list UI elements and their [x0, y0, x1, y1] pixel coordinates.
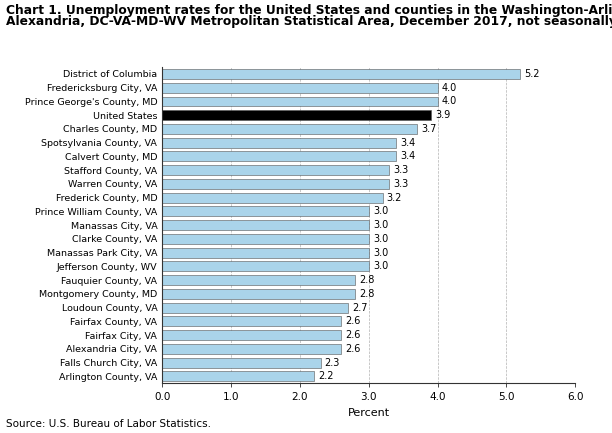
Text: 2.8: 2.8: [359, 289, 375, 299]
Bar: [162, 165, 389, 175]
Bar: [162, 372, 313, 381]
Text: 3.3: 3.3: [394, 165, 409, 175]
Text: 3.3: 3.3: [394, 179, 409, 189]
Text: 2.6: 2.6: [345, 317, 360, 326]
Bar: [162, 83, 438, 93]
Text: 3.7: 3.7: [421, 124, 436, 134]
Bar: [162, 330, 341, 340]
Bar: [162, 110, 431, 120]
Bar: [162, 317, 341, 326]
Bar: [162, 220, 368, 230]
Bar: [162, 344, 341, 354]
Bar: [162, 358, 321, 368]
Text: Alexandria, DC-VA-MD-WV Metropolitan Statistical Area, December 2017, not season: Alexandria, DC-VA-MD-WV Metropolitan Sta…: [6, 15, 612, 28]
Text: 2.2: 2.2: [318, 372, 334, 381]
Text: 3.0: 3.0: [373, 220, 388, 230]
Bar: [162, 124, 417, 134]
X-axis label: Percent: Percent: [348, 408, 390, 418]
Text: 2.8: 2.8: [359, 275, 375, 285]
Bar: [162, 97, 438, 107]
Text: 3.4: 3.4: [400, 152, 416, 162]
Bar: [162, 193, 382, 203]
Bar: [162, 234, 368, 244]
Bar: [162, 138, 397, 148]
Bar: [162, 207, 368, 216]
Text: 3.0: 3.0: [373, 207, 388, 216]
Bar: [162, 262, 368, 271]
Bar: [162, 152, 397, 162]
Text: 3.0: 3.0: [373, 248, 388, 258]
Bar: [162, 275, 355, 285]
Text: 3.0: 3.0: [373, 234, 388, 244]
Text: 3.9: 3.9: [435, 110, 450, 120]
Bar: [162, 303, 348, 313]
Text: 4.0: 4.0: [442, 97, 457, 107]
Text: 4.0: 4.0: [442, 83, 457, 93]
Text: 5.2: 5.2: [524, 69, 540, 79]
Text: 2.3: 2.3: [324, 358, 340, 368]
Text: 2.7: 2.7: [353, 303, 368, 313]
Text: 3.2: 3.2: [387, 193, 402, 203]
Bar: [162, 248, 368, 258]
Text: Source: U.S. Bureau of Labor Statistics.: Source: U.S. Bureau of Labor Statistics.: [6, 419, 211, 429]
Bar: [162, 69, 520, 79]
Text: 2.6: 2.6: [345, 344, 360, 354]
Bar: [162, 179, 389, 189]
Bar: [162, 289, 355, 299]
Text: 3.0: 3.0: [373, 262, 388, 271]
Text: Chart 1. Unemployment rates for the United States and counties in the Washington: Chart 1. Unemployment rates for the Unit…: [6, 4, 612, 17]
Text: 3.4: 3.4: [400, 138, 416, 148]
Text: 2.6: 2.6: [345, 330, 360, 340]
